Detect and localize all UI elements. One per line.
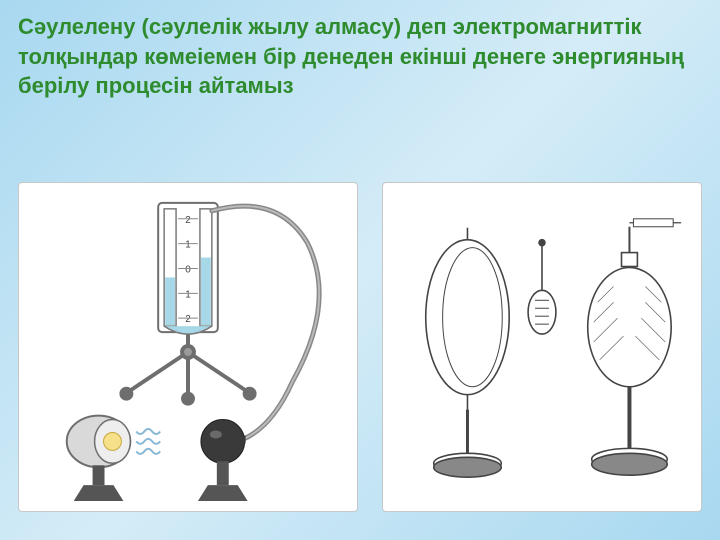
diagram-radiation-manometer: 2 1 0 1 2: [18, 182, 358, 512]
page-title: Сәулелену (сәулелік жылу алмасу) деп эле…: [0, 0, 720, 101]
hanging-bob: [528, 240, 556, 334]
scale-label: 1: [185, 240, 191, 251]
flask: [588, 219, 681, 475]
hose-highlight: [212, 206, 319, 439]
diagram-mirror-flask: [382, 182, 702, 512]
scale-label: 0: [185, 264, 191, 275]
scale-label: 2: [185, 314, 191, 325]
right-diagram-svg: [383, 183, 701, 511]
radiation-rays: [136, 429, 160, 454]
scale-label: 2: [185, 215, 191, 226]
left-diagram-svg: 2 1 0 1 2: [19, 183, 357, 511]
images-row: 2 1 0 1 2: [18, 182, 702, 512]
lamp: [67, 416, 131, 501]
mirror: [426, 228, 509, 477]
tripod: [121, 332, 254, 404]
manometer: 2 1 0 1 2: [158, 203, 218, 334]
receiver: [198, 420, 248, 502]
hose: [212, 206, 319, 439]
scale-label: 1: [185, 289, 191, 300]
